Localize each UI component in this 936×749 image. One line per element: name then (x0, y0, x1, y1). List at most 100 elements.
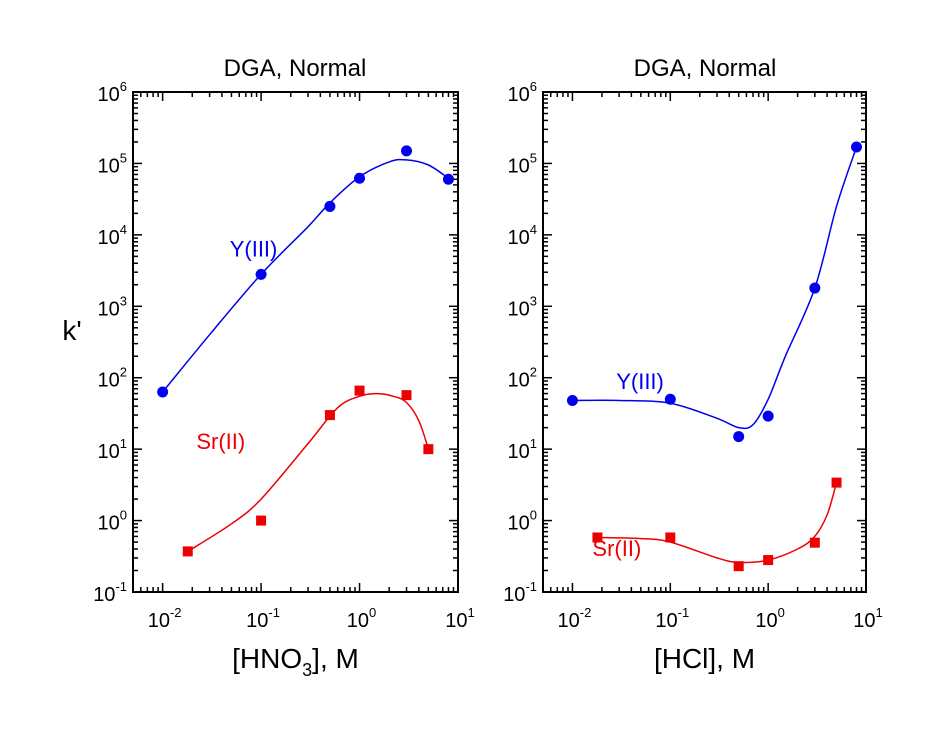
y-tick-label: 105 (508, 150, 537, 177)
y-tick-base: 10 (98, 227, 120, 249)
x-tick-base: 10 (755, 610, 777, 632)
x-tick-label: 101 (853, 605, 882, 632)
data-point (401, 145, 413, 157)
x-tick-exponent: -1 (268, 605, 280, 620)
x-tick-base: 10 (655, 610, 677, 632)
y-tick-label: 104 (98, 222, 127, 249)
y-tick-label: 100 (508, 508, 537, 535)
data-point (256, 515, 267, 526)
x-tick-label: 10-2 (148, 605, 182, 632)
y-tick-base: 10 (93, 584, 115, 606)
series-label: Sr(II) (592, 536, 641, 561)
y-tick-label: 101 (98, 436, 127, 463)
data-point (324, 410, 335, 421)
fit-curve (162, 158, 449, 393)
y-tick-base: 10 (508, 155, 530, 177)
y-tick-label: 103 (98, 293, 127, 320)
x-tick-exponent: 0 (369, 605, 376, 620)
data-point (255, 268, 267, 280)
data-point (762, 410, 774, 422)
x-tick-exponent: -2 (580, 605, 592, 620)
y-tick-exponent: 4 (530, 222, 537, 237)
y-tick-base: 10 (98, 298, 120, 320)
data-point (354, 385, 365, 396)
data-point (665, 532, 676, 543)
plot-frame (542, 91, 867, 593)
y-tick-exponent: 5 (120, 150, 127, 165)
y-tick-exponent: 4 (120, 222, 127, 237)
x-axis-title-subscript: 3 (302, 660, 312, 680)
y-tick-exponent: 2 (530, 365, 537, 380)
y-tick-exponent: 3 (530, 293, 537, 308)
plot-frame (132, 91, 459, 593)
y-tick-base: 10 (508, 84, 530, 106)
x-tick-label: 100 (347, 605, 376, 632)
y-tick-exponent: 5 (530, 150, 537, 165)
data-point (733, 561, 744, 572)
y-tick-base: 10 (508, 441, 530, 463)
data-point (324, 200, 336, 212)
x-tick-base: 10 (246, 610, 268, 632)
y-tick-label: 102 (508, 365, 537, 392)
y-tick-base: 10 (503, 584, 525, 606)
data-point (733, 431, 745, 443)
data-point (157, 386, 169, 398)
x-tick-base: 10 (445, 610, 467, 632)
x-tick-label: 10-1 (655, 605, 689, 632)
y-tick-exponent: 0 (530, 508, 537, 523)
y-tick-exponent: -1 (525, 579, 537, 594)
x-tick-base: 10 (148, 610, 170, 632)
x-tick-label: 100 (755, 605, 784, 632)
x-axis-title-tail: ], M (312, 643, 359, 674)
y-tick-exponent: 0 (120, 508, 127, 523)
series-circle: Y(III) (157, 145, 454, 398)
y-tick-label: 103 (508, 293, 537, 320)
y-tick-exponent: 6 (530, 79, 537, 94)
fit-curve (572, 146, 858, 430)
data-point (182, 546, 193, 557)
data-point (354, 172, 366, 184)
x-tick-exponent: -2 (170, 605, 182, 620)
x-tick-exponent: 1 (876, 605, 883, 620)
y-tick-base: 10 (98, 513, 120, 535)
x-tick-base: 10 (853, 610, 875, 632)
series-square: Sr(II) (592, 477, 842, 572)
x-tick-label: 10-1 (246, 605, 280, 632)
data-point (401, 390, 412, 401)
y-tick-base: 10 (98, 84, 120, 106)
x-tick-exponent: 1 (468, 605, 475, 620)
series-label: Y(III) (616, 369, 664, 394)
y-tick-exponent: 1 (530, 436, 537, 451)
y-axis-title: k' (62, 315, 81, 346)
y-tick-base: 10 (98, 370, 120, 392)
y-tick-label: 101 (508, 436, 537, 463)
data-point (851, 141, 863, 153)
data-point (566, 394, 578, 406)
panel-title: DGA, Normal (634, 55, 777, 82)
x-tick-label: 10-2 (558, 605, 592, 632)
data-point (664, 393, 676, 405)
x-tick-base: 10 (558, 610, 580, 632)
y-tick-label: 100 (98, 508, 127, 535)
x-tick-label: 101 (445, 605, 474, 632)
data-point (809, 537, 820, 548)
y-tick-exponent: 3 (120, 293, 127, 308)
y-tick-exponent: 1 (120, 436, 127, 451)
y-tick-label: 10-1 (503, 579, 537, 606)
y-tick-label: 10-1 (93, 579, 127, 606)
y-tick-exponent: 6 (120, 79, 127, 94)
data-point (592, 532, 603, 543)
y-tick-exponent: 2 (120, 365, 127, 380)
y-tick-base: 10 (508, 227, 530, 249)
y-tick-base: 10 (98, 441, 120, 463)
y-tick-base: 10 (508, 298, 530, 320)
y-tick-base: 10 (508, 370, 530, 392)
series-circle: Y(III) (566, 141, 863, 443)
series-label: Y(III) (230, 236, 278, 261)
y-tick-label: 106 (508, 79, 537, 106)
x-axis-title: [HNO3], M (232, 643, 359, 680)
